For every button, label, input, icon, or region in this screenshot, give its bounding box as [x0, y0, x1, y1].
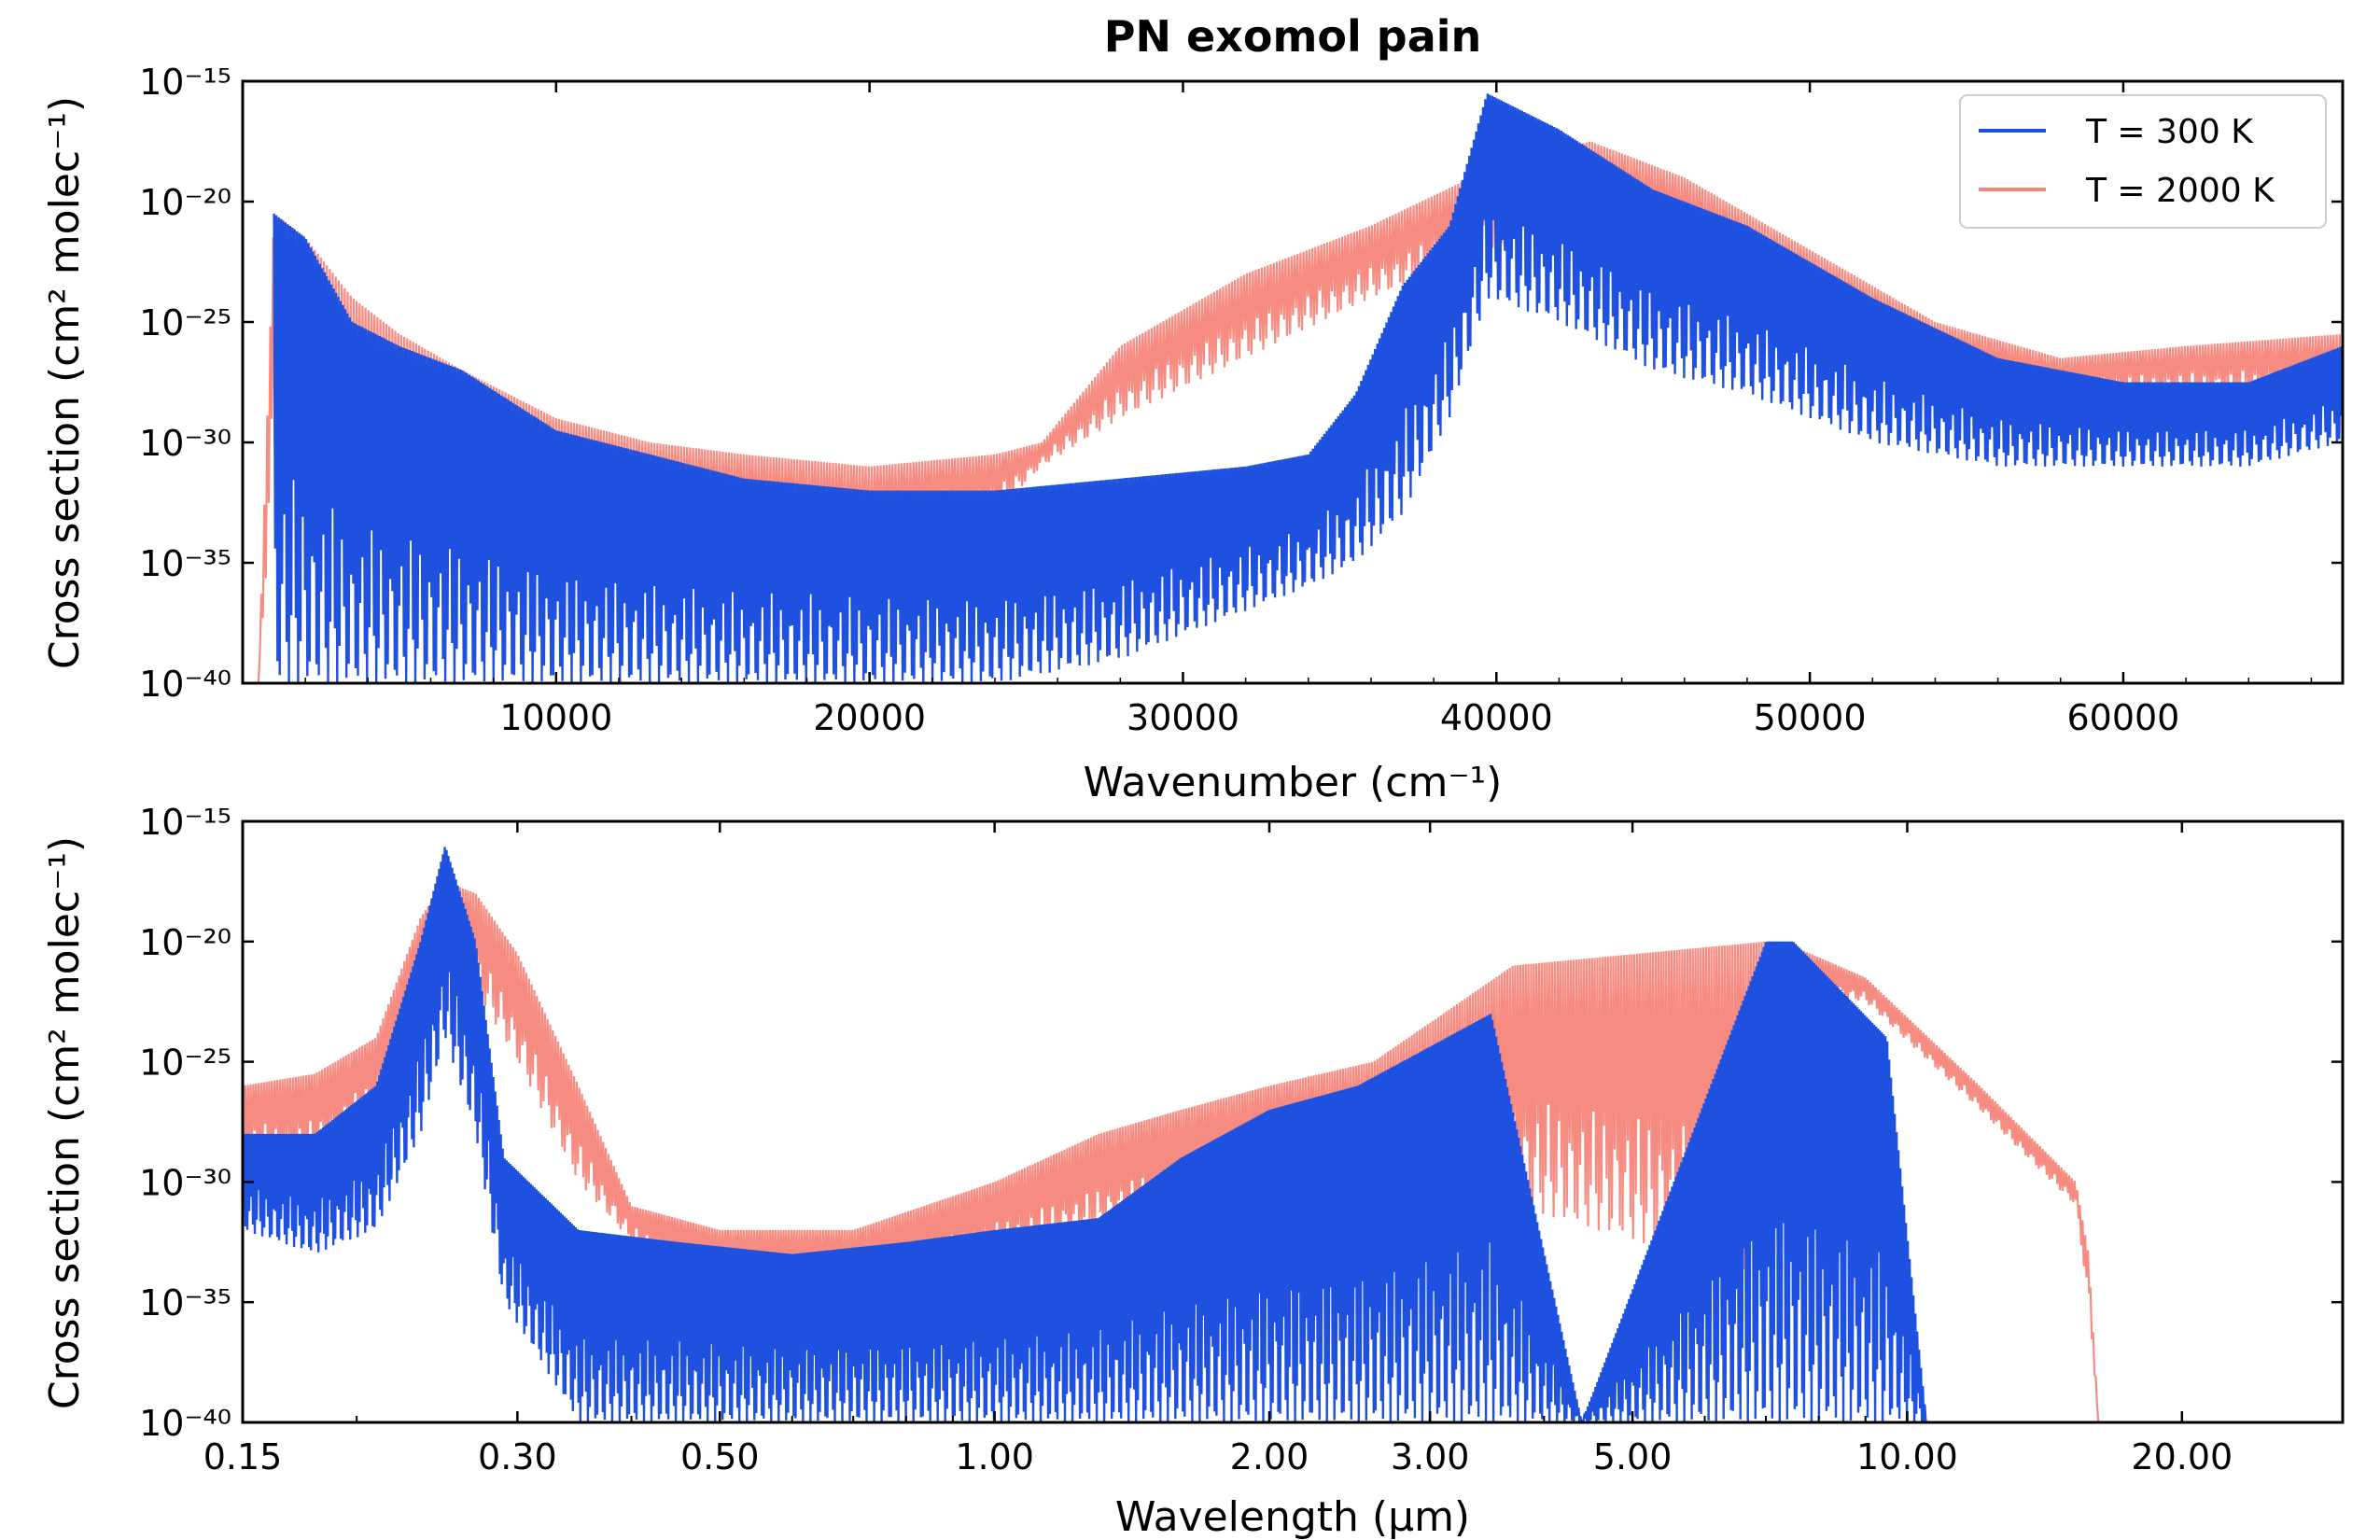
bottom-x-tick-label: 20.00: [2131, 1436, 2233, 1477]
top-y-axis: 10⁻⁴⁰ 10⁻³⁵ 10⁻³⁰ 10⁻²⁵ 10⁻²⁰ 10⁻¹⁵: [139, 62, 2343, 705]
bottom-y-tick-label: 10⁻¹⁵: [139, 802, 231, 843]
legend: T = 300 K T = 2000 K: [1959, 94, 2327, 229]
bottom-x-tick-label: 0.15: [203, 1436, 283, 1477]
bottom-x-tick-label: 10.00: [1856, 1436, 1958, 1477]
chart-title: PN exomol pain: [1104, 11, 1482, 62]
bottom-series-line-300k: [243, 847, 1928, 1422]
bottom-x-tick-label: 5.00: [1593, 1436, 1673, 1477]
top-x-axis-label: Wavenumber (cm⁻¹): [1084, 759, 1503, 806]
bottom-y-axis-label: Cross section (cm² molec⁻¹): [41, 836, 89, 1409]
top-plot-area: [257, 93, 2343, 683]
top-y-axis-label: Cross section (cm² molec⁻¹): [41, 96, 89, 669]
top-x-axis: 10000 20000 30000 40000 50000 60000: [304, 81, 2313, 738]
bottom-x-tick-label: 3.00: [1391, 1436, 1470, 1477]
top-y-tick-label: 10⁻³⁰: [139, 423, 231, 464]
bottom-axes-frame: [241, 819, 2345, 1424]
bottom-x-tick-label: 2.00: [1230, 1436, 1309, 1477]
top-x-tick-label: 50000: [1754, 697, 1867, 738]
top-axes-frame: [241, 79, 2345, 685]
bottom-plot-area: [243, 847, 2100, 1422]
bottom-x-tick-label: 0.30: [478, 1436, 557, 1477]
bottom-y-tick-label: 10⁻²⁵: [139, 1043, 231, 1084]
top-x-tick-label: 60000: [2066, 697, 2179, 738]
bottom-x-axis-label: Wavelength (μm): [1115, 1493, 1470, 1540]
top-y-tick-label: 10⁻¹⁵: [139, 62, 231, 103]
bottom-panel: 0.15 0.30 0.50 1.00 2.00 3.00 5.00 10.00 20.00 1…: [41, 802, 2345, 1540]
top-y-tick-label: 10⁻²⁰: [139, 182, 231, 223]
top-panel: 10000 20000 30000 40000 50000 60000 10⁻⁴⁰ 10⁻³…: [41, 62, 2345, 806]
legend-entry-300k: T = 300 K: [2085, 113, 2254, 151]
top-y-tick-label: 10⁻⁴⁰: [139, 664, 231, 705]
top-x-tick-label: 10000: [499, 697, 612, 738]
top-x-tick-label: 30000: [1127, 697, 1239, 738]
legend-box: [1959, 94, 2327, 229]
bottom-x-tick-label: 1.00: [955, 1436, 1034, 1477]
top-x-tick-label: 20000: [813, 697, 926, 738]
bottom-y-tick-label: 10⁻⁴⁰: [139, 1403, 231, 1444]
legend-entry-2000k: T = 2000 K: [2085, 172, 2275, 210]
top-x-tick-label: 40000: [1440, 697, 1553, 738]
bottom-y-axis: 10⁻⁴⁰ 10⁻³⁵ 10⁻³⁰ 10⁻²⁵ 10⁻²⁰ 10⁻¹⁵: [139, 802, 2343, 1444]
bottom-y-tick-label: 10⁻³⁰: [139, 1162, 231, 1203]
top-series-line-300k: [273, 93, 2343, 683]
bottom-x-axis: 0.15 0.30 0.50 1.00 2.00 3.00 5.00 10.00 20.00: [203, 821, 2344, 1477]
top-y-tick-label: 10⁻³⁵: [139, 543, 231, 584]
bottom-y-tick-label: 10⁻³⁵: [139, 1282, 231, 1323]
bottom-y-tick-label: 10⁻²⁰: [139, 922, 231, 963]
bottom-x-tick-label: 0.50: [680, 1436, 760, 1477]
top-y-tick-label: 10⁻²⁵: [139, 302, 231, 343]
